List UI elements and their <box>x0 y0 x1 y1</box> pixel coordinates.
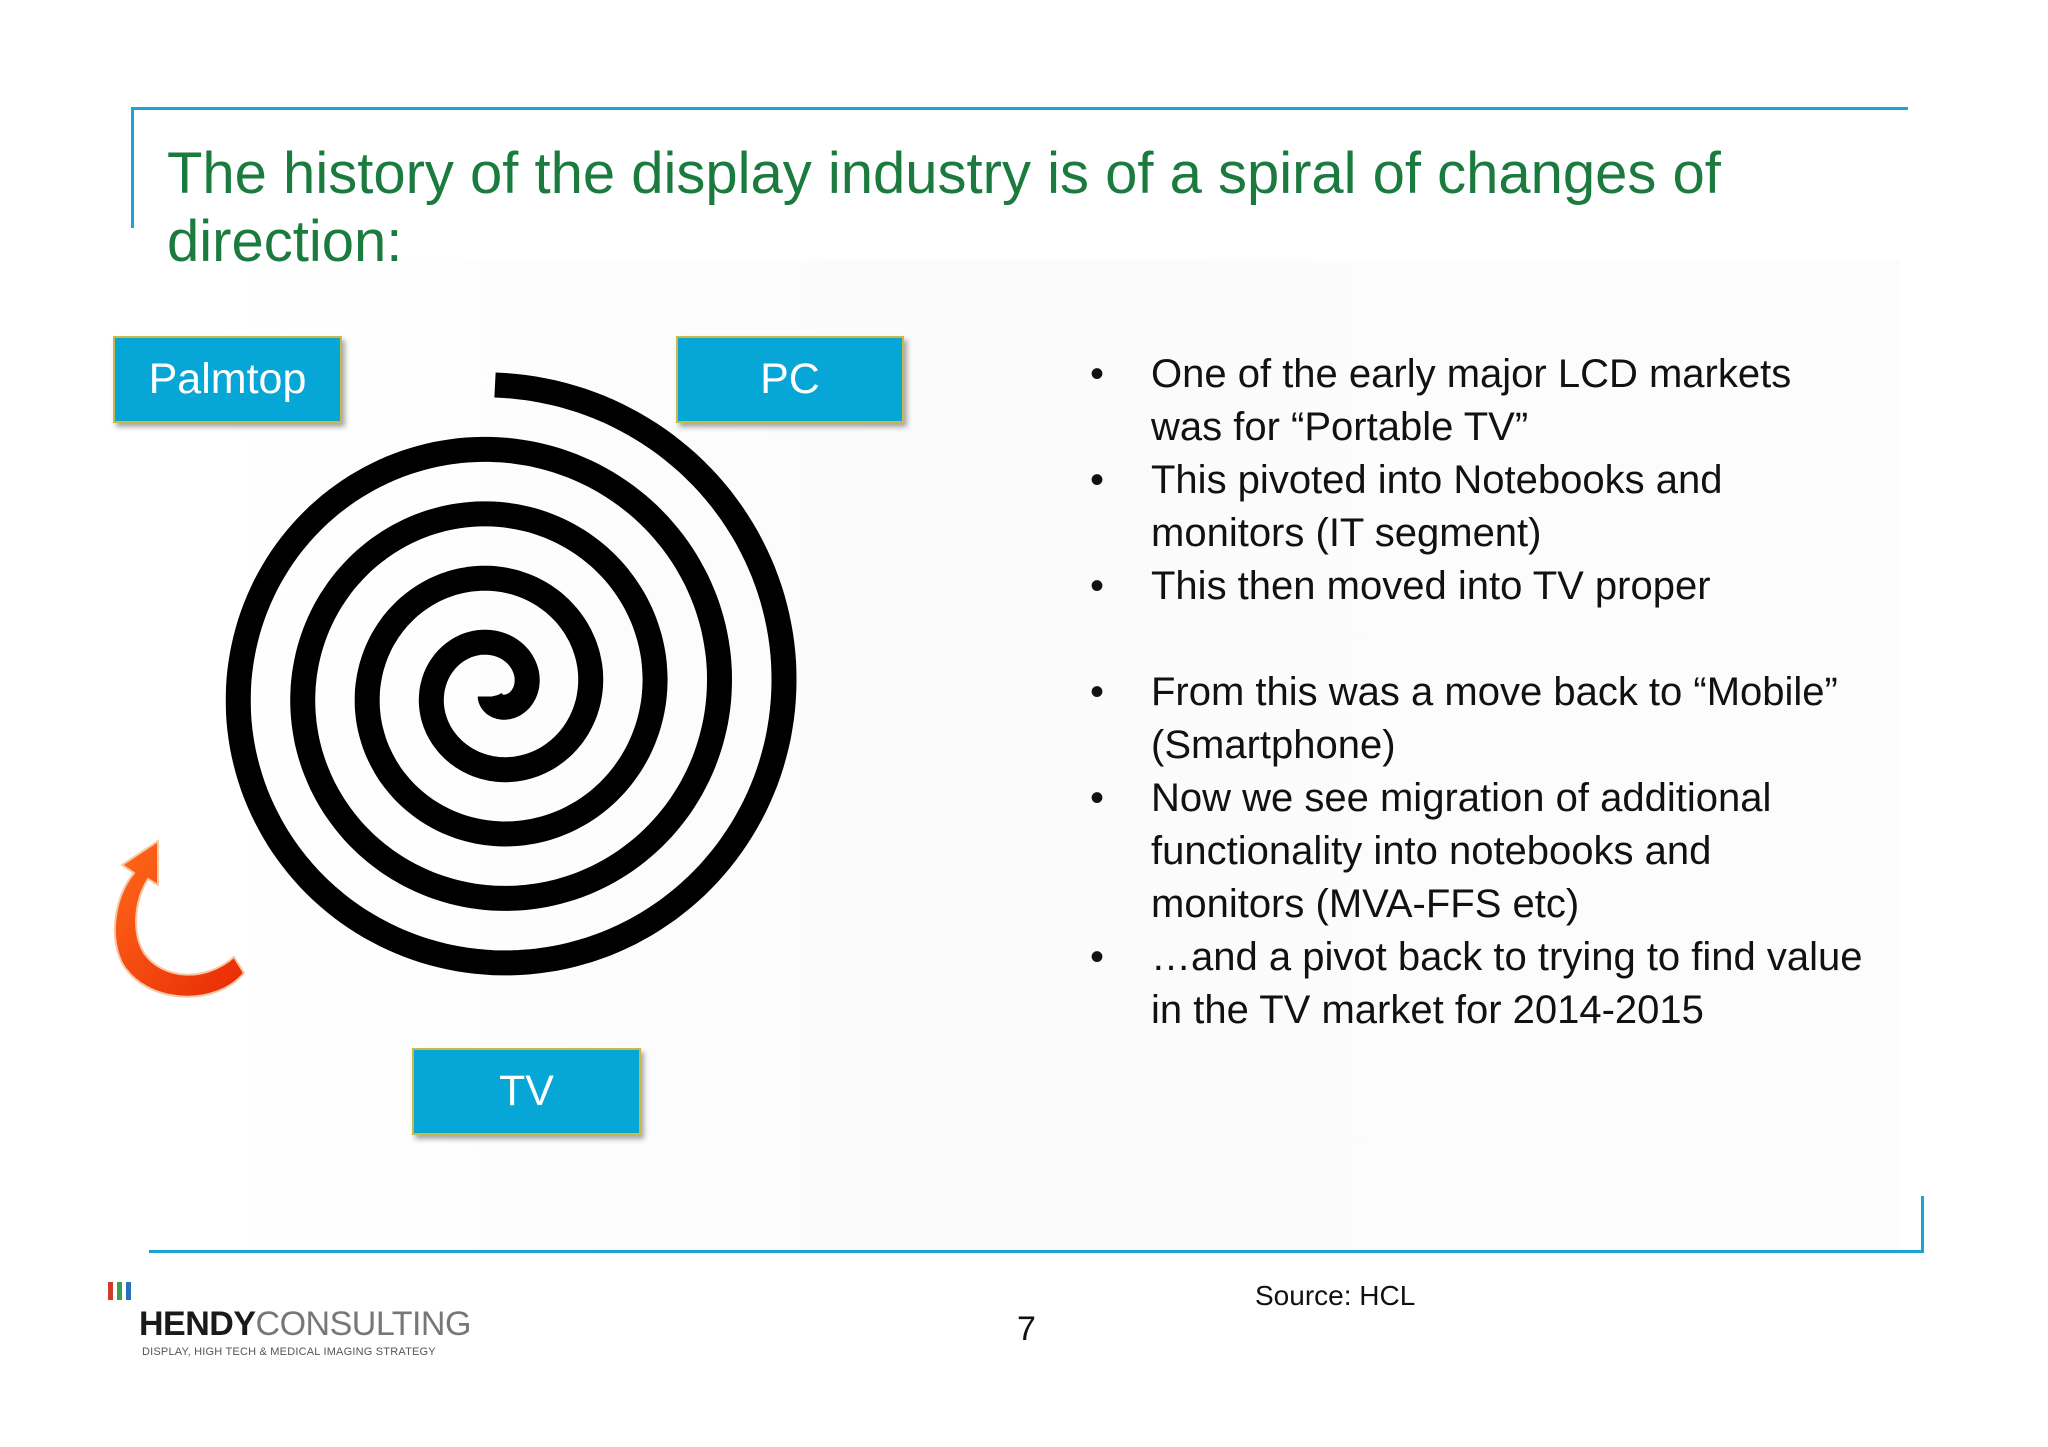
bullet-text: This pivoted into Notebooks and monitors… <box>1151 458 1723 555</box>
bullet-list: • One of the early major LCD markets was… <box>1090 348 1870 1037</box>
bullet-text: This then moved into TV proper <box>1151 564 1711 608</box>
logo-tagline: DISPLAY, HIGH TECH & MEDICAL IMAGING STR… <box>142 1346 436 1358</box>
bullet-item: • This then moved into TV proper <box>1090 560 1870 613</box>
top-rule <box>131 107 1908 110</box>
company-logo: HENDYCONSULTING DISPLAY, HIGH TECH & MED… <box>106 1278 486 1358</box>
logo-name-light: CONSULTING <box>255 1305 472 1343</box>
slide-title: The history of the display industry is o… <box>167 141 1721 274</box>
pc-label: PC <box>760 355 820 403</box>
tv-label-box: TV <box>412 1048 641 1135</box>
bullet-marker: • <box>1090 776 1105 820</box>
page-number: 7 <box>1017 1310 1036 1348</box>
bullet-spacer <box>1090 613 1870 666</box>
bullet-item: • From this was a move back to “Mobile” … <box>1090 666 1870 772</box>
bullet-item: • One of the early major LCD markets was… <box>1090 348 1870 454</box>
palmtop-label: Palmtop <box>148 355 307 403</box>
bullet-marker: • <box>1090 670 1105 714</box>
tv-label: TV <box>499 1067 554 1115</box>
top-left-rule-tick <box>131 107 134 228</box>
palmtop-label-box: Palmtop <box>113 336 342 423</box>
logo-bars-icon <box>108 1282 131 1300</box>
logo-name: HENDYCONSULTING <box>139 1305 471 1344</box>
bullet-marker: • <box>1090 352 1105 396</box>
bullet-text: …and a pivot back to trying to find valu… <box>1151 935 1863 1032</box>
logo-name-bold: HENDY <box>139 1305 256 1343</box>
bullet-marker: • <box>1090 564 1105 608</box>
bottom-rule <box>149 1250 1924 1253</box>
bullet-marker: • <box>1090 458 1105 502</box>
bullet-text: One of the early major LCD markets was f… <box>1151 352 1792 449</box>
curved-arrow-icon <box>113 839 246 998</box>
bullet-text: Now we see migration of additional funct… <box>1151 776 1772 926</box>
source-note: Source: HCL <box>1255 1280 1416 1311</box>
bottom-right-rule-tick <box>1921 1196 1924 1253</box>
bullet-item: • Now we see migration of additional fun… <box>1090 772 1870 931</box>
pc-label-box: PC <box>676 336 904 423</box>
bullet-item: • This pivoted into Notebooks and monito… <box>1090 454 1870 560</box>
bullet-text: From this was a move back to “Mobile” (S… <box>1151 670 1838 767</box>
spiral-icon <box>225 372 797 976</box>
bullet-marker: • <box>1090 935 1105 979</box>
bullet-item: • …and a pivot back to trying to find va… <box>1090 931 1870 1037</box>
